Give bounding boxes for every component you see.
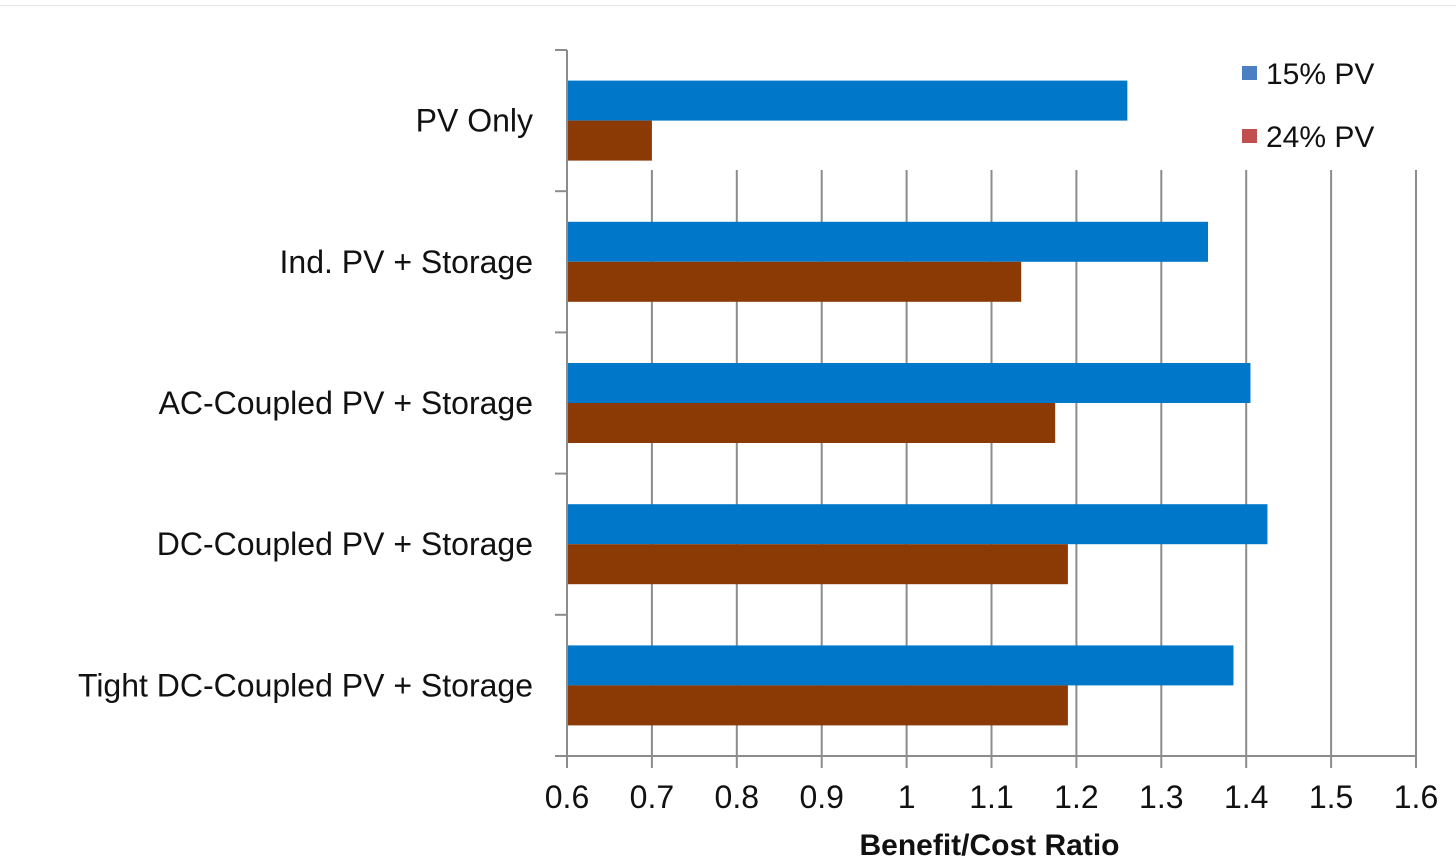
bar-24pct <box>567 685 1068 726</box>
x-tick-label: 1.2 <box>1054 779 1098 815</box>
x-tick-label: 0.6 <box>545 779 589 815</box>
category-label: PV Only <box>416 103 533 139</box>
bar-series <box>567 80 1268 726</box>
x-tick-label: 1 <box>898 779 916 815</box>
bar-24pct <box>567 120 652 161</box>
top-border <box>0 5 1456 6</box>
x-tick-label: 1.4 <box>1224 779 1268 815</box>
x-tick-label: 0.7 <box>630 779 674 815</box>
x-tick-label: 1.6 <box>1394 779 1438 815</box>
x-tick-label: 1.5 <box>1309 779 1353 815</box>
bar-15pct <box>567 363 1251 403</box>
category-label: DC-Coupled PV + Storage <box>157 526 533 562</box>
axes <box>555 49 1417 768</box>
legend-label: 15% PV <box>1266 58 1374 91</box>
bar-15pct <box>567 80 1128 121</box>
x-tick-labels: 0.6 0.7 0.8 0.9 1 1.1 1.2 1.3 1.4 1.5 1.6 <box>545 779 1438 815</box>
legend-label: 24% PV <box>1266 121 1374 154</box>
legend-swatch <box>1242 129 1257 143</box>
bar-15pct <box>567 504 1268 545</box>
category-labels: PV Only Ind. PV + Storage AC-Coupled PV + … <box>78 103 533 704</box>
x-axis-title: Benefit/Cost Ratio <box>859 829 1119 861</box>
bar-15pct <box>567 645 1234 686</box>
bar-24pct <box>567 261 1022 302</box>
bar-15pct <box>567 221 1208 262</box>
bar-24pct <box>567 544 1068 585</box>
legend: 15% PV 24% PV <box>1242 58 1374 154</box>
category-label: Tight DC-Coupled PV + Storage <box>78 667 533 703</box>
x-tick-label: 0.8 <box>715 779 759 815</box>
category-label: AC-Coupled PV + Storage <box>159 385 533 421</box>
bar-24pct <box>567 403 1056 443</box>
x-tick-label: 1.3 <box>1139 779 1183 815</box>
category-label: Ind. PV + Storage <box>280 244 534 280</box>
legend-swatch <box>1242 66 1257 80</box>
x-tick-label: 1.1 <box>969 779 1013 815</box>
x-tick-label: 0.9 <box>799 779 843 815</box>
